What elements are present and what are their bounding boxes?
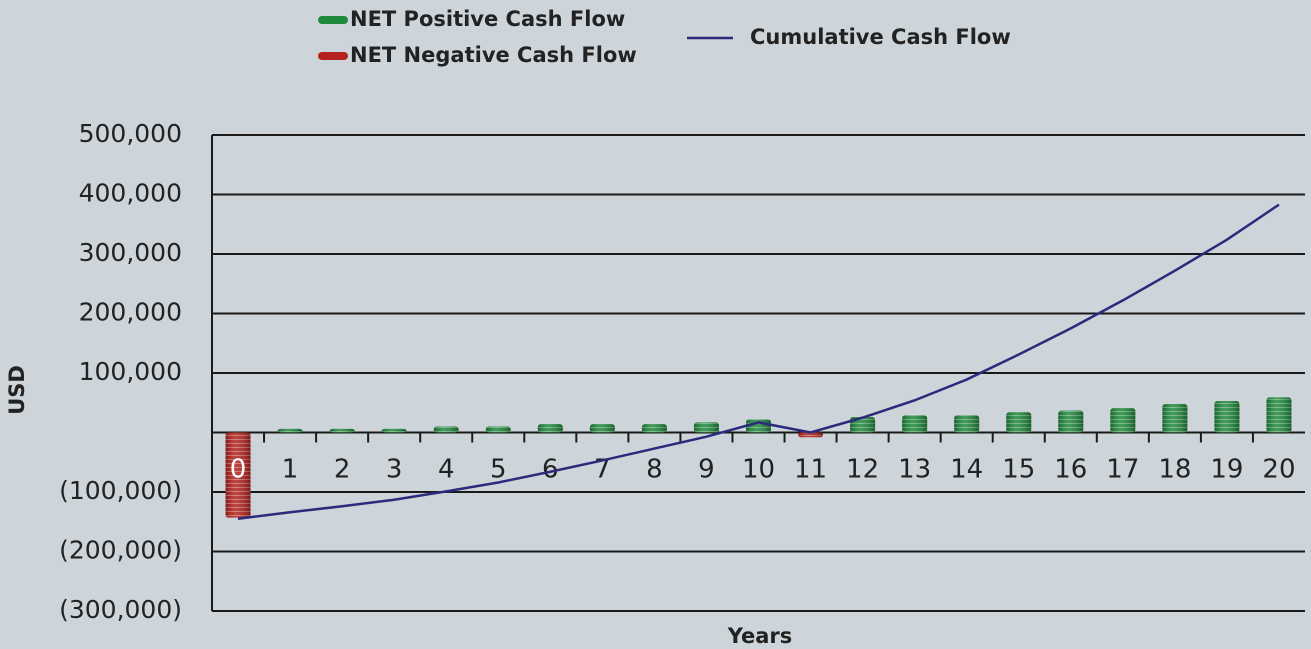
y-tick-label: 300,000 bbox=[79, 238, 182, 267]
x-tick-label: 1 bbox=[282, 455, 299, 485]
bar-shade bbox=[1006, 412, 1032, 433]
bar-shade bbox=[589, 424, 615, 433]
bar-shade bbox=[1214, 400, 1240, 433]
bar-shade bbox=[485, 426, 511, 433]
x-tick-label: 6 bbox=[542, 455, 559, 485]
bar-shade bbox=[1058, 410, 1084, 433]
x-tick-label: 0 bbox=[230, 455, 247, 485]
bar-shade bbox=[1266, 397, 1292, 433]
x-tick-label: 20 bbox=[1262, 455, 1295, 485]
bar-shade bbox=[225, 432, 251, 518]
y-axis-title: USD bbox=[5, 365, 29, 415]
x-tick-label: 13 bbox=[898, 455, 931, 485]
y-tick-label: (100,000) bbox=[59, 476, 182, 505]
legend-label: NET Positive Cash Flow bbox=[350, 7, 625, 31]
x-tick-label: 3 bbox=[386, 455, 403, 485]
legend-label: NET Negative Cash Flow bbox=[350, 43, 637, 67]
x-tick-label: 15 bbox=[1002, 455, 1035, 485]
y-tick-label: (300,000) bbox=[59, 595, 182, 624]
x-tick-label: 12 bbox=[846, 455, 879, 485]
y-tick-label: 400,000 bbox=[79, 179, 182, 208]
x-tick-label: 10 bbox=[742, 455, 775, 485]
y-tick-label: 500,000 bbox=[79, 119, 182, 148]
bar-shade bbox=[1162, 403, 1188, 433]
bar-shade bbox=[641, 424, 667, 433]
y-tick-label: 200,000 bbox=[79, 298, 182, 327]
bar-shade bbox=[693, 422, 719, 433]
bar-shade bbox=[954, 415, 980, 433]
x-tick-label: 17 bbox=[1106, 455, 1139, 485]
x-tick-label: 11 bbox=[794, 455, 827, 485]
bar-shade bbox=[902, 415, 928, 433]
x-tick-label: 2 bbox=[334, 455, 351, 485]
x-tick-label: 19 bbox=[1210, 455, 1243, 485]
x-tick-label: 9 bbox=[698, 455, 715, 485]
bar-shade bbox=[798, 432, 824, 438]
bar-shade bbox=[850, 417, 876, 433]
x-tick-label: 18 bbox=[1158, 455, 1191, 485]
bar-shade bbox=[329, 428, 355, 433]
cumulative-line bbox=[237, 203, 1280, 521]
x-tick-label: 16 bbox=[1054, 455, 1087, 485]
legend-label: Cumulative Cash Flow bbox=[750, 25, 1011, 49]
bar-shade bbox=[433, 426, 459, 433]
x-tick-label: 8 bbox=[646, 455, 663, 485]
bar-shade bbox=[381, 428, 407, 433]
x-tick-label: 4 bbox=[438, 455, 455, 485]
x-tick-label: 5 bbox=[490, 455, 507, 485]
x-tick-label: 14 bbox=[950, 455, 983, 485]
bar-shade bbox=[537, 424, 563, 433]
bar-shade bbox=[277, 428, 303, 433]
bar-shade bbox=[1110, 408, 1136, 433]
legend-swatch bbox=[318, 16, 348, 24]
x-axis-title: Years bbox=[727, 624, 793, 648]
y-tick-label: 100,000 bbox=[79, 357, 182, 386]
y-tick-label: (200,000) bbox=[59, 536, 182, 565]
legend-swatch bbox=[318, 52, 348, 60]
